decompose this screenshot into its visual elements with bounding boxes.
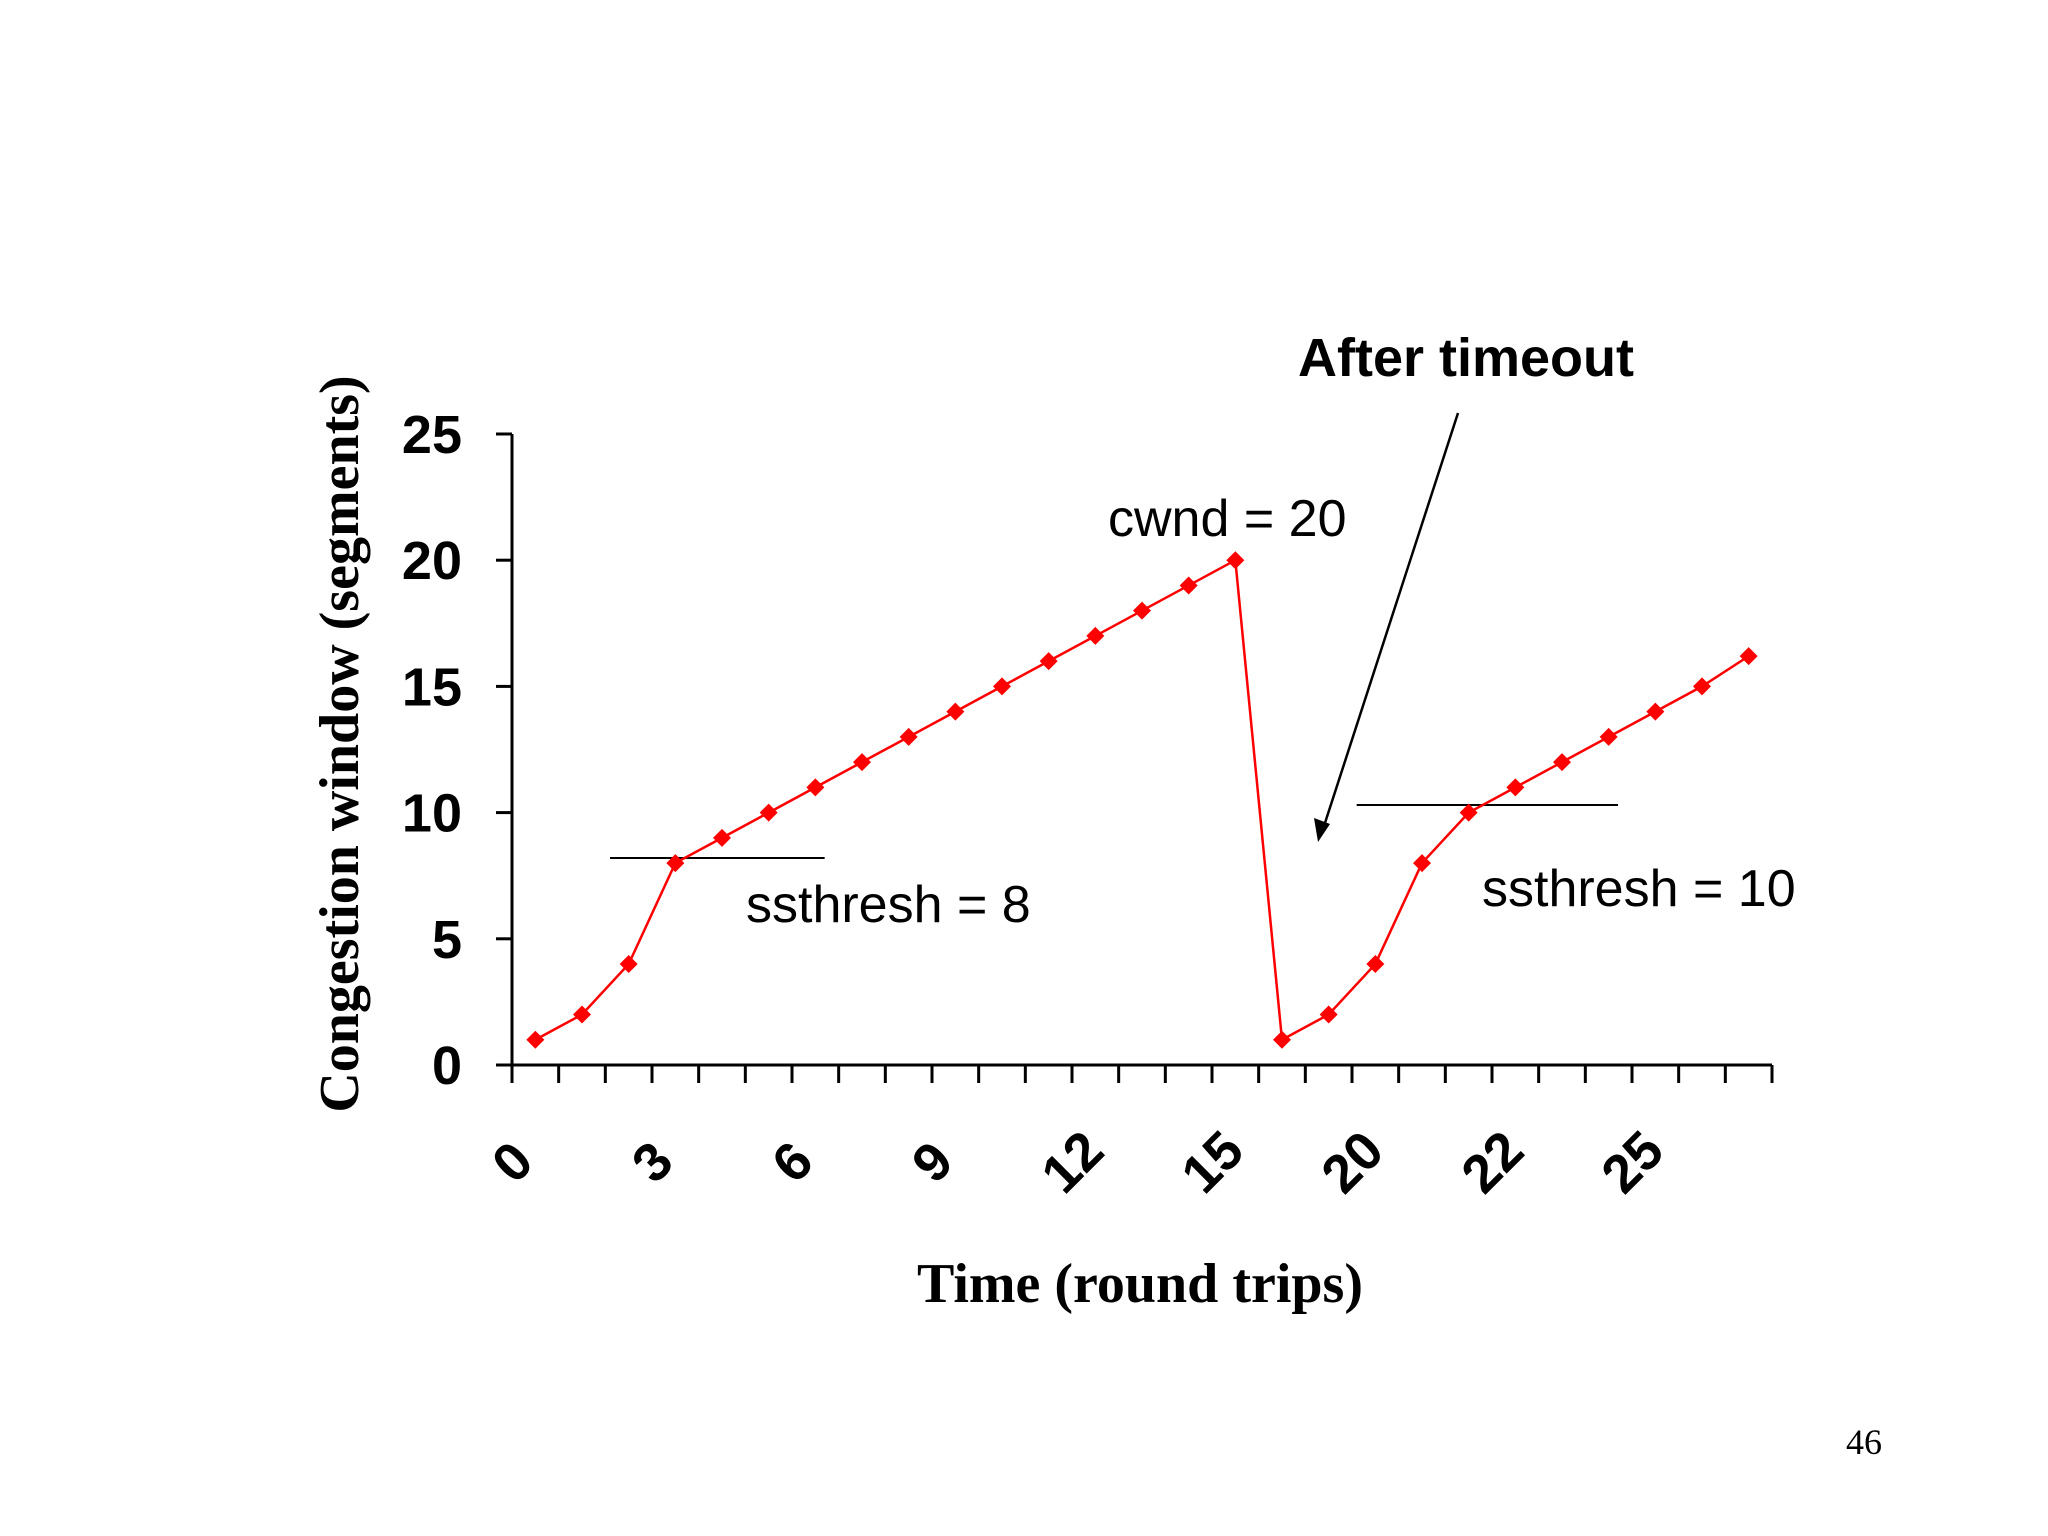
x-axis-title: Time (round trips) [917, 1253, 1363, 1315]
cwnd-point [853, 753, 871, 772]
y-tick-label: 25 [402, 405, 462, 465]
cwnd-point [1179, 576, 1198, 595]
cwnd-point [946, 702, 965, 721]
y-tick-label: 5 [432, 910, 462, 970]
ssthresh-lines [610, 804, 1618, 860]
x-tick-label: 20 [1310, 1120, 1395, 1205]
cwnd-point [759, 803, 778, 822]
cwnd-point [1226, 551, 1245, 570]
x-tick-label: 15 [1170, 1120, 1255, 1205]
after-timeout-arrow-line [1322, 412, 1460, 827]
cwnd-point [806, 778, 825, 797]
after-timeout-arrowhead [1314, 818, 1330, 842]
x-tick-label: 6 [761, 1130, 825, 1194]
cwnd-point [1646, 702, 1665, 721]
x-ticks: 0 3 6 9 12 15 20 22 25 [481, 1065, 1774, 1205]
cwnd-point [993, 677, 1011, 696]
cwnd-point [1739, 647, 1758, 666]
cwnd-point [666, 854, 685, 873]
cwnd-point [1319, 1005, 1338, 1024]
cwnd-point [1366, 955, 1385, 974]
y-tick-label: 0 [432, 1036, 462, 1096]
ssthresh-10-label: ssthresh = 10 [1482, 860, 1796, 918]
cwnd-point [1133, 601, 1151, 620]
cwnd-point [526, 1030, 545, 1049]
y-tick-label: 10 [402, 784, 462, 844]
x-tick-label: 12 [1030, 1120, 1115, 1205]
cwnd-point [1413, 854, 1431, 873]
peak-label: cwnd = 20 [1108, 490, 1347, 548]
y-tick-label: 15 [402, 657, 462, 717]
cwnd-point [1459, 803, 1478, 822]
y-ticks: 0 5 10 15 20 25 [402, 405, 512, 1096]
cwnd-line [534, 558, 1750, 1042]
x-tick-label: 25 [1590, 1120, 1675, 1205]
y-axis-title: Congestion window (segments) [309, 375, 371, 1112]
cwnd-point [1599, 727, 1618, 746]
cwnd-point [619, 955, 638, 974]
cwnd-series [526, 551, 1758, 1049]
cwnd-point [1039, 652, 1058, 671]
x-tick-label: 0 [481, 1130, 545, 1194]
x-tick-label: 22 [1450, 1120, 1535, 1205]
cwnd-point [1086, 626, 1105, 645]
cwnd-point [899, 727, 918, 746]
cwnd-point [1553, 753, 1571, 772]
cwnd-point [1273, 1030, 1291, 1049]
y-tick-label: 20 [402, 531, 462, 591]
x-tick-label: 9 [901, 1130, 965, 1194]
ssthresh-8-label: ssthresh = 8 [746, 876, 1031, 934]
x-tick-label: 3 [621, 1130, 685, 1194]
cwnd-point [573, 1005, 591, 1024]
cwnd-point [1693, 677, 1711, 696]
cwnd-point [1506, 778, 1525, 797]
page-number: 46 [1846, 1422, 1882, 1462]
cwnd-point [713, 828, 731, 847]
after-timeout-label: After timeout [1298, 328, 1634, 388]
